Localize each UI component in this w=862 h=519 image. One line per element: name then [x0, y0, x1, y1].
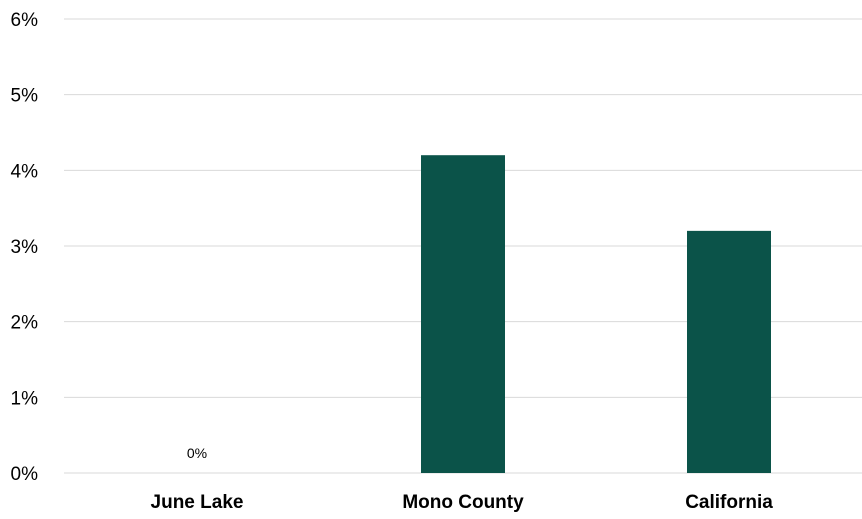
x-category-label: Mono County	[402, 492, 524, 513]
x-category-label: June Lake	[151, 492, 244, 513]
y-tick-label: 1%	[11, 388, 39, 409]
y-tick-label: 5%	[11, 86, 39, 107]
y-tick-label: 3%	[11, 237, 39, 258]
x-axis-category-labels: June Lake Mono County California	[151, 492, 774, 513]
bars	[421, 155, 771, 473]
y-tick-label: 4%	[11, 161, 39, 182]
x-category-label: California	[685, 492, 773, 513]
y-tick-label: 6%	[11, 10, 39, 31]
bar	[421, 155, 505, 473]
bar	[687, 230, 771, 473]
data-labels: 0%	[187, 445, 207, 461]
y-tick-label: 0%	[11, 464, 39, 485]
y-tick-label: 2%	[11, 313, 39, 334]
y-axis-tick-labels: 0% 1% 2% 3% 4% 5% 6%	[11, 10, 39, 485]
data-label: 0%	[187, 445, 207, 461]
